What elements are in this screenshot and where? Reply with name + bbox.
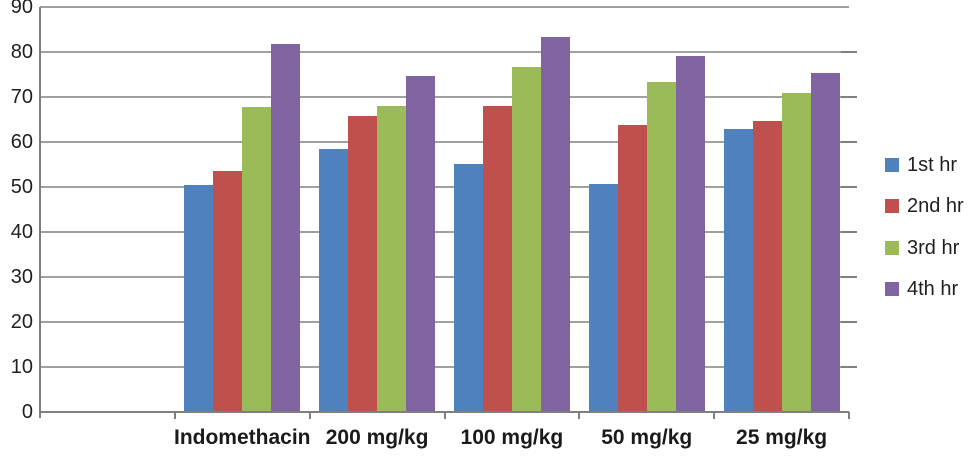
legend-label: 4th hr [907, 277, 959, 300]
gridline [40, 96, 849, 98]
gridline [40, 51, 849, 53]
x-axis-tick [173, 412, 176, 419]
x-axis-category-label: 50 mg/kg [601, 426, 693, 449]
bar-4th-hr-25-mg-kg [810, 73, 840, 412]
y-axis-right-tick [841, 186, 857, 188]
legend-swatch-icon [885, 281, 899, 296]
x-axis-tick [308, 412, 311, 419]
bar-3rd-hr-200-mg-kg [377, 106, 407, 412]
x-axis-tick [443, 412, 446, 419]
y-axis-tick-label: 10 [10, 356, 33, 378]
x-axis-category-label: 25 mg/kg [736, 426, 828, 449]
legend-label: 1st hr [907, 154, 958, 176]
legend-item-3rd-hr: 3rd hr [885, 236, 959, 260]
bar-3rd-hr-25-mg-kg [781, 93, 811, 412]
legend-swatch-icon [885, 199, 899, 214]
bar-4th-hr-Indomethacin [271, 44, 301, 412]
bar-2nd-hr-100-mg-kg [482, 106, 512, 412]
y-axis-tick-label: 20 [10, 311, 33, 333]
bar-1st-hr-Indomethacin [184, 184, 214, 412]
y-axis-tick-label: 90 [10, 0, 33, 18]
legend-item-2nd-hr: 2nd hr [885, 194, 964, 218]
gridline [40, 366, 849, 368]
bar-1st-hr-25-mg-kg [723, 129, 753, 412]
y-axis-tick-label: 80 [10, 41, 33, 63]
y-axis-right-tick [841, 141, 857, 143]
bar-4th-hr-200-mg-kg [406, 75, 436, 412]
bar-3rd-hr-50-mg-kg [646, 81, 676, 412]
y-axis-tick-label: 40 [10, 221, 33, 243]
y-axis-right-tick [841, 51, 857, 53]
y-axis-right-tick [841, 276, 857, 278]
x-axis-category-label: 100 mg/kg [460, 426, 564, 449]
bar-2nd-hr-Indomethacin [213, 170, 243, 412]
y-axis-right-tick [841, 321, 857, 323]
bar-1st-hr-100-mg-kg [453, 163, 483, 412]
gridline [40, 141, 849, 143]
legend-swatch-icon [885, 240, 899, 255]
x-axis-category-label: 200 mg/kg [325, 426, 429, 449]
legend-label: 2nd hr [907, 195, 964, 218]
y-axis-tick-label: 0 [21, 401, 33, 423]
bar-2nd-hr-50-mg-kg [617, 124, 647, 412]
y-axis-right-tick [841, 366, 857, 368]
legend-swatch-icon [885, 158, 899, 172]
x-axis-tick [848, 412, 850, 419]
y-axis-tick-label: 60 [10, 131, 33, 153]
y-axis-right-tick [841, 231, 857, 233]
gridline [40, 321, 849, 323]
gridline [40, 186, 849, 188]
bar-1st-hr-50-mg-kg [588, 184, 618, 412]
bar-1st-hr-200-mg-kg [319, 148, 349, 412]
legend-label: 3rd hr [907, 236, 960, 259]
bar-2nd-hr-25-mg-kg [752, 121, 782, 412]
x-axis-tick [713, 412, 716, 419]
x-axis-category-label: Indomethacin [173, 426, 311, 449]
gridline [40, 276, 849, 278]
bar-2nd-hr-200-mg-kg [348, 115, 378, 412]
bar-3rd-hr-100-mg-kg [511, 67, 541, 412]
y-axis-tick-label: 30 [10, 266, 33, 288]
gridline [40, 6, 849, 8]
legend-item-4th-hr: 4th hr [885, 277, 958, 301]
y-axis-tick-label: 70 [10, 86, 33, 108]
gridline [40, 231, 849, 233]
bar-3rd-hr-Indomethacin [242, 107, 272, 412]
x-axis-tick [578, 412, 581, 419]
legend-item-1st-hr: 1st hr [885, 153, 957, 177]
y-axis-line [39, 7, 41, 418]
y-axis-right-tick [841, 96, 857, 98]
y-axis-tick-label: 50 [10, 176, 33, 198]
bar-4th-hr-50-mg-kg [675, 56, 705, 412]
bar-4th-hr-100-mg-kg [540, 36, 570, 412]
